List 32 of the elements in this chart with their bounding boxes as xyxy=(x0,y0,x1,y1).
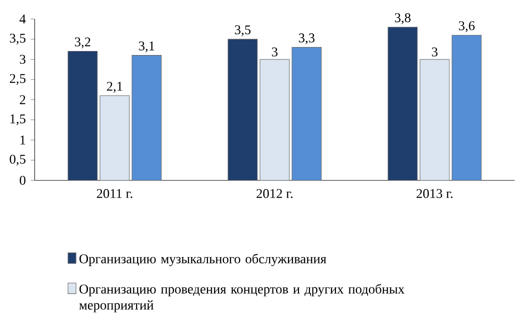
y-tick-label: 4 xyxy=(20,14,26,24)
bar xyxy=(132,55,162,180)
data-label: 3,1 xyxy=(138,41,154,52)
x-tick-label: 2011 г. xyxy=(96,189,132,198)
y-tick-label: 1 xyxy=(20,136,26,144)
y-tick-label: 0 xyxy=(20,176,26,185)
y-tick-label: 3 xyxy=(20,54,26,64)
x-tick-label: 2013 г. xyxy=(416,189,452,198)
data-label: 3,6 xyxy=(458,21,475,32)
bar xyxy=(260,59,290,180)
data-label: 2,1 xyxy=(106,82,122,93)
x-tick-label: 2012 г. xyxy=(256,189,292,198)
bar xyxy=(420,59,450,180)
data-label: 3 xyxy=(272,47,278,56)
y-tick-label: 2,5 xyxy=(10,74,26,85)
y-tick-label: 2 xyxy=(20,95,26,104)
bar xyxy=(292,46,322,180)
legend-label: Организацию музыкального обслуживания xyxy=(79,254,326,266)
y-tick-label: 0,5 xyxy=(10,154,26,166)
data-label: 3 xyxy=(432,47,438,56)
bar xyxy=(100,95,130,180)
bar xyxy=(388,26,418,180)
y-tick-label: 3,5 xyxy=(10,34,26,45)
legend-label: Организацию проведения концертов и других подобных мероприятий xyxy=(79,284,404,312)
data-label: 3,5 xyxy=(234,25,250,36)
y-tick-label: 1,5 xyxy=(10,114,26,126)
bar xyxy=(228,38,258,180)
data-label: 3,8 xyxy=(394,13,411,24)
data-label: 3,3 xyxy=(298,33,314,44)
data-label: 3,2 xyxy=(74,37,90,48)
bar xyxy=(68,51,98,180)
bar xyxy=(452,34,482,180)
